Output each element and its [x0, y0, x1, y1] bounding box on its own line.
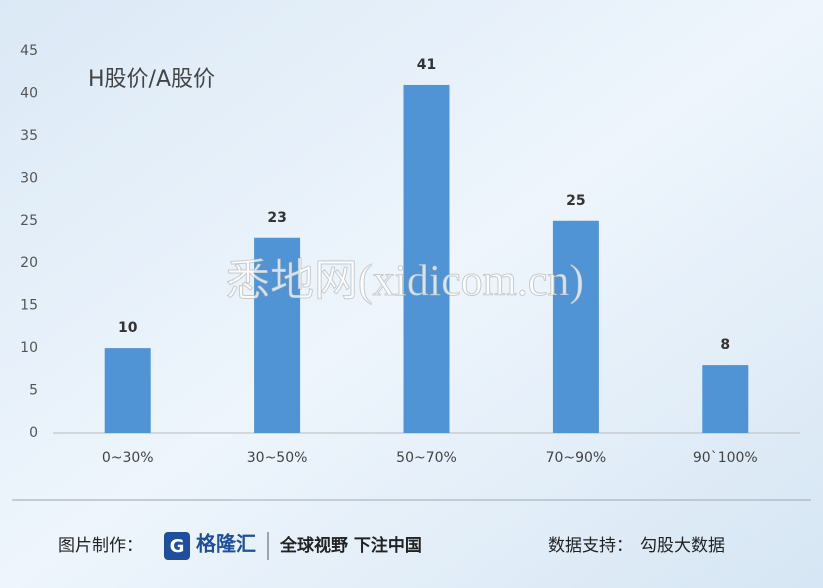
y-tick-label: 20: [20, 255, 38, 271]
x-tick-label: 30~50%: [247, 450, 308, 466]
footer-made-by: 图片制作：: [58, 536, 143, 556]
y-tick-label: 15: [20, 298, 38, 314]
footer-source: 勾股大数据: [640, 536, 725, 556]
bar: [552, 220, 599, 433]
footer-slogan: 全球视野 下注中国: [279, 535, 422, 556]
bar: [403, 84, 450, 433]
y-tick-label: 35: [20, 128, 38, 144]
logo-icon: [164, 532, 190, 560]
footer-brand: 格隆汇: [196, 532, 256, 556]
watermark: 悉地网(xidicom.cn): [226, 256, 584, 305]
data-label: 41: [417, 57, 436, 73]
data-label: 10: [118, 320, 138, 336]
bar: [702, 365, 749, 433]
y-tick-label: 5: [29, 383, 38, 399]
y-tick-label: 25: [20, 213, 38, 229]
data-label: 8: [720, 337, 730, 353]
y-tick-label: 10: [20, 340, 38, 356]
y-tick-label: 40: [20, 85, 38, 101]
x-tick-label: 0~30%: [102, 450, 154, 466]
data-label: 25: [566, 193, 585, 209]
bar: [104, 348, 151, 433]
bar: [254, 237, 301, 433]
x-tick-label: 50~70%: [396, 450, 457, 466]
y-tick-label: 45: [20, 43, 38, 59]
chart-title: H股价/A股价: [88, 67, 215, 92]
y-tick-label: 0: [29, 425, 38, 441]
y-tick-label: 30: [20, 170, 38, 186]
data-label: 23: [267, 210, 286, 226]
x-tick-label: 90`100%: [693, 450, 758, 466]
footer-source-label: 数据支持：: [548, 536, 633, 556]
x-tick-label: 70~90%: [546, 450, 607, 466]
logo-letter: G: [170, 536, 185, 557]
